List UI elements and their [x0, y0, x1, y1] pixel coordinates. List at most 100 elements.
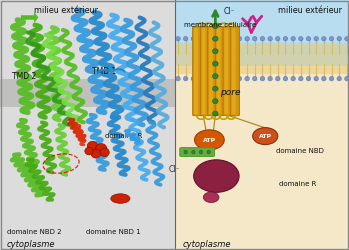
Ellipse shape [314, 76, 319, 81]
Ellipse shape [299, 76, 303, 81]
Text: TMD 2: TMD 2 [12, 72, 36, 81]
Ellipse shape [329, 36, 334, 41]
Ellipse shape [100, 148, 109, 156]
FancyBboxPatch shape [0, 0, 175, 250]
Ellipse shape [199, 76, 203, 81]
FancyBboxPatch shape [223, 27, 232, 116]
Ellipse shape [345, 36, 349, 41]
Ellipse shape [184, 76, 188, 81]
Ellipse shape [203, 192, 219, 202]
Ellipse shape [199, 36, 203, 41]
Ellipse shape [213, 36, 218, 41]
Ellipse shape [245, 36, 250, 41]
Ellipse shape [213, 24, 218, 29]
FancyBboxPatch shape [224, 28, 228, 114]
Ellipse shape [176, 36, 180, 41]
Ellipse shape [306, 36, 311, 41]
Ellipse shape [194, 160, 239, 192]
Ellipse shape [253, 36, 257, 41]
Ellipse shape [329, 76, 334, 81]
FancyBboxPatch shape [200, 27, 209, 116]
Text: milieu extérieur: milieu extérieur [34, 6, 98, 16]
Ellipse shape [85, 147, 93, 155]
Text: domaine NBD 1: domaine NBD 1 [86, 229, 140, 235]
Text: domaine NBD 2: domaine NBD 2 [7, 229, 61, 235]
Text: domaine NBD: domaine NBD [276, 148, 324, 154]
Ellipse shape [299, 36, 303, 41]
Text: domaine R: domaine R [105, 133, 142, 139]
FancyBboxPatch shape [215, 27, 224, 116]
Ellipse shape [314, 36, 319, 41]
FancyBboxPatch shape [217, 28, 221, 114]
Ellipse shape [195, 130, 224, 150]
Ellipse shape [213, 99, 218, 104]
Ellipse shape [213, 74, 218, 79]
Ellipse shape [96, 144, 107, 154]
Text: Cl⁻: Cl⁻ [224, 7, 236, 16]
FancyBboxPatch shape [0, 79, 175, 108]
Text: milieu extérieur: milieu extérieur [278, 6, 342, 16]
Ellipse shape [91, 149, 101, 158]
Ellipse shape [322, 76, 326, 81]
Ellipse shape [213, 61, 218, 66]
Ellipse shape [176, 76, 180, 81]
Ellipse shape [213, 86, 218, 91]
Ellipse shape [213, 49, 218, 54]
Ellipse shape [245, 76, 250, 81]
Ellipse shape [199, 150, 203, 154]
Text: membrane cellulaire: membrane cellulaire [184, 22, 256, 28]
Ellipse shape [345, 76, 349, 81]
Ellipse shape [214, 76, 218, 81]
Text: TMD 1: TMD 1 [92, 67, 117, 76]
Text: cytoplasme: cytoplasme [182, 240, 231, 249]
Ellipse shape [260, 76, 265, 81]
Ellipse shape [283, 36, 288, 41]
Ellipse shape [283, 76, 288, 81]
Ellipse shape [191, 76, 195, 81]
FancyBboxPatch shape [230, 27, 239, 116]
Ellipse shape [111, 194, 130, 203]
Ellipse shape [192, 150, 195, 154]
Text: ATP: ATP [259, 134, 272, 139]
Ellipse shape [237, 36, 242, 41]
Ellipse shape [184, 36, 188, 41]
Text: Cl⁻: Cl⁻ [169, 164, 180, 173]
FancyBboxPatch shape [202, 28, 206, 114]
FancyBboxPatch shape [209, 28, 213, 114]
Ellipse shape [322, 36, 326, 41]
Ellipse shape [87, 141, 98, 151]
Ellipse shape [253, 128, 278, 144]
Ellipse shape [207, 36, 211, 41]
FancyBboxPatch shape [175, 0, 349, 66]
Ellipse shape [276, 76, 280, 81]
Ellipse shape [306, 76, 311, 81]
Ellipse shape [276, 36, 280, 41]
Ellipse shape [184, 150, 187, 154]
Ellipse shape [214, 36, 218, 41]
Text: cytoplasme: cytoplasme [7, 240, 55, 249]
Ellipse shape [222, 36, 227, 41]
FancyBboxPatch shape [194, 28, 198, 114]
Ellipse shape [213, 111, 218, 116]
Ellipse shape [237, 76, 242, 81]
Ellipse shape [253, 76, 257, 81]
Ellipse shape [260, 36, 265, 41]
Ellipse shape [268, 76, 273, 81]
FancyBboxPatch shape [175, 66, 349, 250]
Ellipse shape [207, 76, 211, 81]
Ellipse shape [268, 36, 273, 41]
Ellipse shape [337, 36, 342, 41]
Ellipse shape [207, 150, 210, 154]
FancyArrow shape [21, 12, 38, 23]
Ellipse shape [291, 76, 296, 81]
Ellipse shape [230, 36, 234, 41]
FancyBboxPatch shape [208, 27, 217, 116]
FancyBboxPatch shape [180, 148, 215, 156]
Text: domaine R: domaine R [279, 180, 317, 186]
Ellipse shape [191, 36, 195, 41]
Ellipse shape [337, 76, 342, 81]
Text: ATP: ATP [203, 138, 216, 143]
FancyBboxPatch shape [193, 27, 202, 116]
Ellipse shape [291, 36, 296, 41]
FancyBboxPatch shape [175, 43, 349, 74]
